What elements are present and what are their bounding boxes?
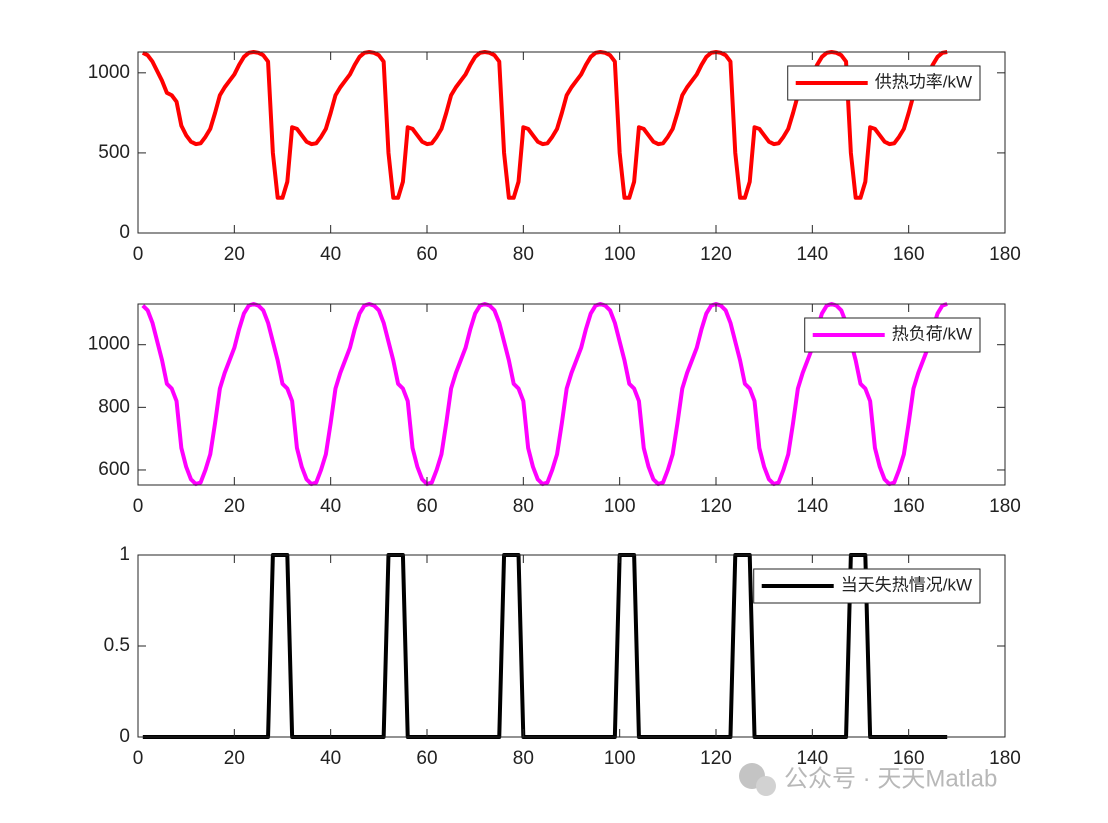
- legend-label: 供热功率/kW: [875, 72, 972, 91]
- x-tick-label: 80: [513, 244, 534, 265]
- x-tick-label: 60: [416, 244, 437, 265]
- x-tick-label: 20: [224, 244, 245, 265]
- subplot: 0 20 40 60 80 100 120 140 160 180 600 800 1000 热负荷/kW: [88, 302, 1021, 517]
- y-tick-label: 0: [119, 222, 130, 243]
- legend-label: 热负荷/kW: [892, 324, 972, 343]
- watermark-icon: [756, 776, 776, 796]
- x-tick-label: 20: [224, 748, 245, 769]
- x-tick-label: 40: [320, 496, 341, 517]
- x-tick-label: 140: [796, 244, 828, 265]
- x-tick-label: 180: [989, 496, 1021, 517]
- x-tick-label: 160: [893, 748, 925, 769]
- x-tick-label: 40: [320, 244, 341, 265]
- y-tick-label: 0.5: [104, 635, 130, 656]
- y-tick-label: 800: [98, 396, 130, 417]
- x-tick-label: 100: [604, 244, 636, 265]
- x-tick-label: 60: [416, 496, 437, 517]
- x-tick-label: 180: [989, 748, 1021, 769]
- y-tick-label: 1: [119, 544, 130, 565]
- y-tick-label: 500: [98, 142, 130, 163]
- x-tick-label: 60: [416, 748, 437, 769]
- legend: 当天失热情况/kW: [753, 568, 981, 604]
- y-tick-label: 1000: [88, 62, 130, 83]
- legend: 供热功率/kW: [787, 65, 981, 101]
- x-tick-label: 120: [700, 748, 732, 769]
- subplot: 0 20 40 60 80 100 120 140 160 180 0 0.5 1 当天失热情况/kW: [104, 544, 1021, 769]
- x-tick-label: 0: [133, 748, 144, 769]
- x-tick-label: 0: [133, 496, 144, 517]
- x-tick-label: 0: [133, 244, 144, 265]
- x-tick-label: 80: [513, 496, 534, 517]
- x-tick-label: 160: [893, 496, 925, 517]
- axes-box: [137, 303, 1006, 486]
- x-tick-label: 80: [513, 748, 534, 769]
- watermark: 公众号 · 天天Matlab: [739, 763, 997, 796]
- x-tick-label: 140: [796, 748, 828, 769]
- x-tick-label: 120: [700, 244, 732, 265]
- x-tick-label: 100: [604, 496, 636, 517]
- subplot: 0 20 40 60 80 100 120 140 160 180 0 500 1000 供热功率/kW: [88, 50, 1021, 265]
- x-tick-label: 20: [224, 496, 245, 517]
- legend: 热负荷/kW: [804, 317, 981, 353]
- legend-label: 当天失热情况/kW: [841, 575, 972, 594]
- x-tick-label: 100: [604, 748, 636, 769]
- watermark-text: 公众号 · 天天Matlab: [784, 765, 997, 792]
- y-tick-label: 1000: [88, 334, 130, 355]
- y-tick-label: 600: [98, 459, 130, 480]
- x-tick-label: 160: [893, 244, 925, 265]
- axes-box: [137, 51, 1006, 234]
- x-tick-label: 120: [700, 496, 732, 517]
- x-tick-label: 40: [320, 748, 341, 769]
- y-tick-label: 0: [119, 726, 130, 747]
- x-tick-label: 140: [796, 496, 828, 517]
- x-tick-label: 180: [989, 244, 1021, 265]
